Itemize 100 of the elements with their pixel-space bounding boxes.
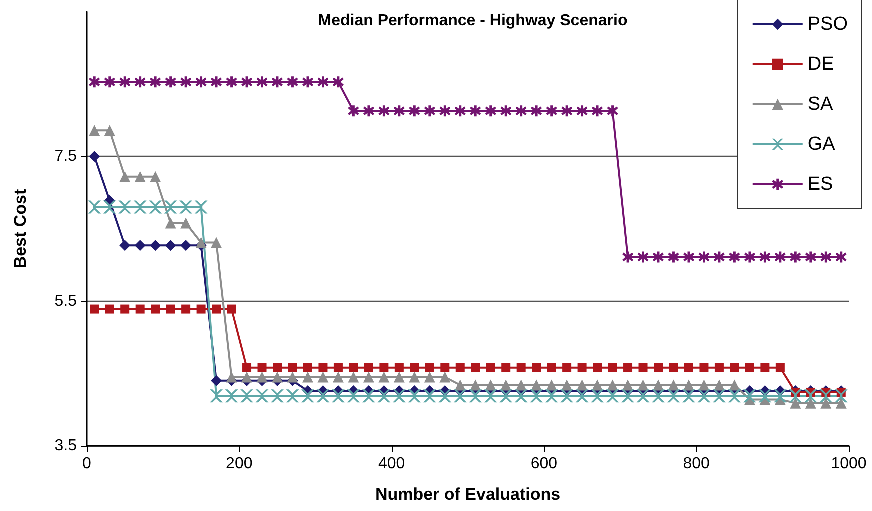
- point: [165, 76, 176, 88]
- y-tick-label: 3.5: [54, 438, 78, 454]
- legend-label: SA: [808, 94, 834, 115]
- point: [364, 363, 374, 372]
- point: [196, 237, 207, 248]
- point: [149, 200, 162, 214]
- point: [392, 390, 406, 403]
- point: [104, 125, 116, 136]
- point: [347, 390, 360, 403]
- x-tick-label: 400: [378, 456, 406, 472]
- point: [758, 390, 772, 403]
- point: [652, 390, 665, 403]
- point: [790, 252, 802, 263]
- point: [394, 363, 404, 372]
- point: [180, 240, 192, 252]
- point: [120, 76, 131, 88]
- point: [226, 76, 238, 88]
- point: [318, 372, 329, 383]
- point: [89, 76, 100, 88]
- point: [316, 390, 330, 403]
- point: [638, 252, 649, 263]
- point: [165, 240, 176, 252]
- point: [286, 390, 300, 403]
- point: [166, 304, 176, 314]
- point: [242, 363, 252, 372]
- point: [789, 390, 802, 403]
- point: [469, 390, 482, 403]
- point: [607, 380, 618, 391]
- x-tick-label: 600: [530, 456, 558, 472]
- point: [744, 252, 756, 263]
- point: [622, 390, 635, 403]
- point: [805, 398, 816, 409]
- point: [531, 106, 542, 117]
- point: [348, 372, 360, 383]
- x-tick-label: 200: [226, 456, 253, 472]
- point: [272, 76, 283, 88]
- point: [562, 380, 573, 391]
- point: [378, 372, 390, 383]
- point: [760, 363, 770, 372]
- point: [745, 363, 754, 372]
- point: [667, 390, 680, 403]
- point: [454, 380, 466, 391]
- point: [349, 363, 358, 372]
- point: [668, 380, 680, 391]
- point: [104, 76, 116, 88]
- point: [654, 363, 663, 372]
- point: [532, 363, 542, 372]
- point: [332, 76, 344, 88]
- point: [485, 106, 496, 117]
- point: [90, 304, 100, 314]
- point: [576, 390, 589, 403]
- point: [120, 240, 131, 252]
- point: [776, 363, 785, 372]
- point: [423, 390, 436, 403]
- point: [288, 363, 298, 372]
- point: [790, 398, 802, 409]
- point: [287, 372, 298, 383]
- point: [302, 372, 314, 383]
- point: [332, 372, 344, 383]
- point: [714, 252, 725, 263]
- point: [592, 106, 604, 117]
- point: [730, 363, 740, 372]
- point: [576, 106, 588, 117]
- point: [302, 76, 314, 88]
- point: [256, 76, 268, 88]
- point: [256, 372, 268, 383]
- point: [578, 363, 587, 372]
- point: [484, 390, 498, 403]
- point: [440, 106, 451, 117]
- point: [134, 76, 146, 88]
- point: [287, 76, 298, 88]
- point: [273, 363, 282, 372]
- point: [470, 380, 482, 391]
- point: [211, 375, 222, 386]
- point: [593, 363, 602, 372]
- point: [712, 390, 726, 403]
- point: [88, 200, 102, 214]
- point: [150, 240, 162, 252]
- legend-label: ES: [808, 174, 834, 195]
- point: [227, 304, 236, 314]
- point: [301, 390, 314, 403]
- point: [334, 363, 343, 372]
- point: [530, 390, 544, 403]
- point: [471, 363, 480, 372]
- point: [454, 106, 466, 117]
- point: [607, 106, 618, 117]
- point: [226, 372, 238, 383]
- point: [380, 363, 389, 372]
- point: [560, 390, 574, 403]
- point: [502, 363, 511, 372]
- point: [470, 106, 482, 117]
- point: [150, 171, 162, 182]
- point: [546, 106, 558, 117]
- point: [562, 106, 573, 117]
- x-tick-label: 1000: [831, 456, 867, 472]
- point: [836, 252, 847, 263]
- point: [225, 390, 238, 403]
- point: [211, 237, 222, 248]
- point: [545, 390, 558, 403]
- point: [136, 304, 145, 314]
